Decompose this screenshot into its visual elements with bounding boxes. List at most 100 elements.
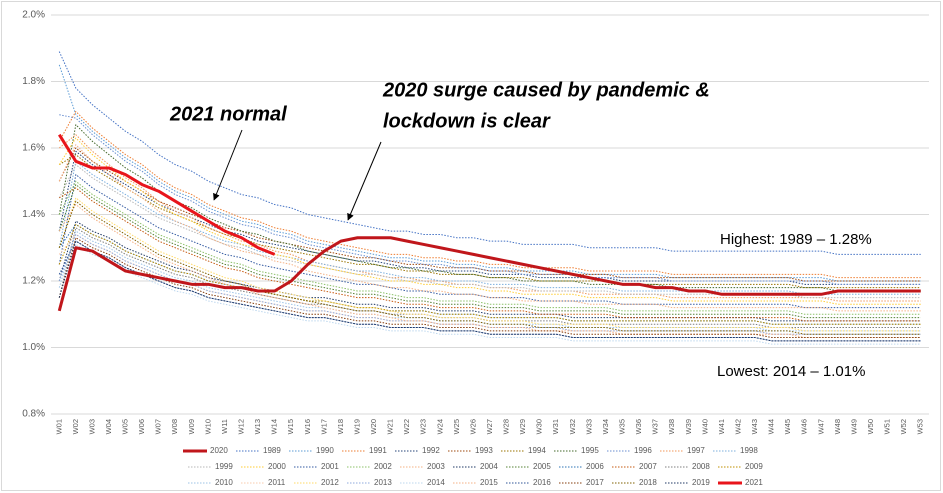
annotation: lockdown is clear	[383, 110, 551, 132]
legend-label: 1994	[528, 446, 546, 455]
legend-label: 2020	[210, 446, 228, 455]
x-tick-label: W43	[750, 419, 759, 434]
x-tick-label: W16	[303, 419, 312, 434]
legend-label: 2006	[586, 462, 604, 471]
x-tick-label: W32	[568, 419, 577, 434]
series-line	[58, 137, 921, 305]
x-tick-label: W39	[684, 419, 693, 434]
x-tick-label: W05	[121, 419, 130, 434]
annotation: 2020 surge caused by pandemic &	[382, 79, 710, 101]
x-tick-label: W18	[336, 419, 345, 434]
x-tick-label: W52	[899, 419, 908, 434]
legend-label: 2015	[480, 478, 498, 487]
legend-label: 2016	[533, 478, 551, 487]
series-line	[58, 124, 921, 292]
x-tick-label: W50	[866, 419, 875, 434]
x-tick-label: W06	[137, 419, 146, 434]
x-tick-label: W46	[800, 419, 809, 434]
y-tick-label: 1.2%	[22, 276, 45, 287]
series-line	[58, 204, 921, 339]
series-line	[58, 200, 921, 335]
legend-label: 1993	[475, 446, 493, 455]
x-tick-label: W37	[651, 419, 660, 434]
legend-label: 2012	[321, 478, 339, 487]
x-tick-label: W14	[270, 419, 279, 434]
legend-label: 2017	[586, 478, 604, 487]
x-tick-label: W10	[203, 419, 212, 434]
y-tick-label: 1.0%	[22, 342, 45, 353]
y-tick-label: 1.8%	[22, 76, 45, 87]
legend-label: 2000	[268, 462, 286, 471]
legend-label: 2013	[374, 478, 392, 487]
legend-label: 2010	[215, 478, 233, 487]
legend-label: 1995	[581, 446, 599, 455]
x-tick-label: W40	[700, 419, 709, 434]
legend-label: 2009	[745, 462, 763, 471]
x-tick-label: W35	[618, 419, 627, 434]
x-tick-label: W42	[733, 419, 742, 434]
legend-label: 2002	[374, 462, 392, 471]
legend-label: 1992	[422, 446, 440, 455]
series-line	[58, 110, 921, 279]
series-line	[58, 220, 921, 322]
x-tick-label: W17	[319, 419, 328, 434]
series-line	[58, 243, 921, 345]
x-tick-label: W12	[236, 419, 245, 434]
y-tick-label: 0.8%	[22, 409, 45, 420]
series-line	[58, 144, 921, 312]
x-tick-label: W07	[154, 419, 163, 434]
series-line	[58, 51, 921, 255]
legend-label: 1997	[687, 446, 705, 455]
series-line	[59, 187, 921, 322]
legend-label: 1990	[316, 446, 334, 455]
x-tick-label: W20	[369, 419, 378, 434]
legend-label: 2021	[745, 478, 763, 487]
legend-label: 1998	[740, 446, 758, 455]
y-tick-label: 2.0%	[22, 10, 45, 21]
legend-label: 2005	[533, 462, 551, 471]
x-tick-label: W53	[916, 419, 925, 434]
x-tick-label: W21	[386, 419, 395, 434]
x-tick-label: W02	[71, 419, 80, 434]
series-line	[57, 236, 921, 312]
legend-label: 2004	[480, 462, 498, 471]
legend-label: 2007	[639, 462, 657, 471]
x-tick-label: W04	[104, 419, 113, 434]
x-tick-label: W33	[584, 419, 593, 434]
x-tick-label: W30	[535, 419, 544, 434]
annotation: Lowest: 2014 – 1.01%	[717, 363, 865, 380]
series-line	[58, 160, 921, 295]
x-tick-label: W13	[253, 419, 262, 434]
x-tick-label: W15	[286, 419, 295, 434]
legend-label: 2008	[692, 462, 710, 471]
legend-label: 2019	[692, 478, 710, 487]
x-tick-label: W51	[883, 419, 892, 434]
x-tick-label: W28	[502, 419, 511, 434]
series-line	[58, 164, 921, 299]
x-tick-label: W09	[187, 419, 196, 434]
x-tick-label: W26	[468, 419, 477, 434]
x-tick-label: W22	[402, 419, 411, 434]
x-tick-label: W23	[419, 419, 428, 434]
x-tick-label: W01	[54, 419, 63, 434]
x-tick-label: W11	[220, 419, 229, 434]
x-tick-label: W49	[849, 419, 858, 434]
legend-label: 1999	[215, 462, 233, 471]
legend-label: 1991	[369, 446, 387, 455]
x-tick-label: W03	[87, 419, 96, 434]
legend-label: 2001	[321, 462, 339, 471]
x-tick-label: W27	[485, 419, 494, 434]
arrow	[347, 141, 382, 221]
series-line	[58, 133, 276, 256]
series-line	[58, 197, 921, 332]
legend-label: 2014	[427, 478, 445, 487]
legend-label: 2018	[639, 478, 657, 487]
annotation: 2021 normal	[169, 103, 287, 125]
x-tick-label: W36	[634, 419, 643, 434]
arrow	[213, 129, 243, 201]
series-line	[58, 184, 921, 319]
series-line	[58, 180, 921, 315]
x-tick-label: W29	[518, 419, 527, 434]
